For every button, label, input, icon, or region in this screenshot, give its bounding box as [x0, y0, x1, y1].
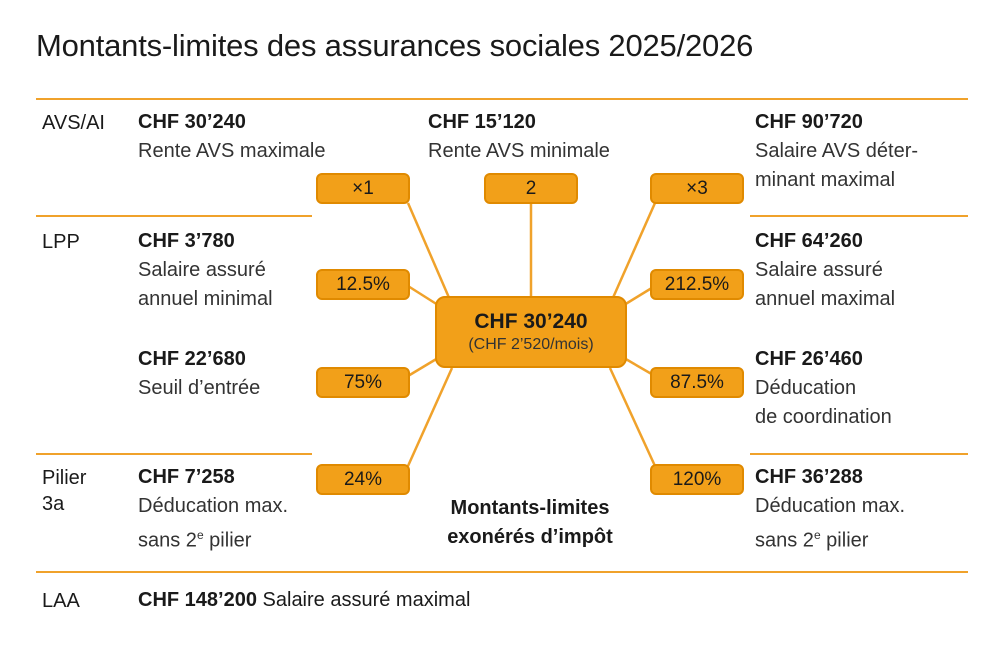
entry-avs-salaire: CHF 90’720 Salaire AVS déter- minant max…	[755, 108, 918, 195]
factor-box-p3a-left: 24%	[316, 464, 410, 495]
connector-avs-sal	[610, 202, 657, 301]
category-pilier-line1: Pilier	[42, 467, 87, 489]
connector-lpp-max	[623, 284, 656, 307]
factor-box-avs-sal: ×3	[650, 173, 744, 204]
description-line1: Déducation max.	[138, 495, 289, 517]
factor-box-p3a-right: 120%	[650, 464, 744, 495]
entry-seuil: CHF 22’680 Seuil d’entrée	[138, 345, 260, 403]
description-line2: sans 2e pilier	[755, 528, 869, 552]
central-monthly: (CHF 2’520/mois)	[468, 336, 594, 353]
connector-seuil	[407, 356, 439, 378]
description-line1: Salaire assuré	[755, 259, 883, 281]
rule-laa	[36, 571, 968, 573]
factor-box-coord: 87.5%	[650, 367, 744, 398]
amount: CHF 90’720	[755, 111, 863, 133]
legend-line1: Montants-limites	[450, 497, 610, 519]
page-title: Montants-limites des assurances sociales…	[36, 28, 754, 63]
factor-box-avs-min: 2	[484, 173, 578, 204]
entry-lpp-max: CHF 64’260 Salaire assuré annuel maximal	[755, 227, 895, 314]
category-lpp: LPP	[42, 231, 80, 253]
connector-avs-max	[406, 202, 452, 301]
legend-tax-exempt: Montants-limites exonérés d’impôt	[400, 494, 660, 552]
connector-p3a-left	[406, 367, 454, 467]
factor-box-seuil: 75%	[316, 367, 410, 398]
amount: CHF 15’120	[428, 111, 536, 133]
amount: CHF 26’460	[755, 348, 863, 370]
rule-lpp-right	[750, 215, 968, 217]
rule-pilier-right	[750, 453, 968, 455]
entry-avs-max: CHF 30’240 Rente AVS maximale	[138, 108, 326, 166]
description: Rente AVS maximale	[138, 140, 326, 162]
description-line2: annuel maximal	[755, 288, 896, 310]
category-pilier-line2: 3a	[42, 493, 65, 515]
amount: CHF 64’260	[755, 230, 863, 252]
central-amount: CHF 30’240	[474, 310, 588, 333]
rule-pilier-left	[36, 453, 312, 455]
description-line1: Déducation max.	[755, 495, 906, 517]
central-reference-box: CHF 30’240 (CHF 2’520/mois)	[435, 296, 627, 368]
description-line2: de coordination	[755, 406, 892, 428]
legend-line2: exonérés d’impôt	[447, 526, 613, 548]
description-line2: sans 2e pilier	[138, 528, 252, 552]
description-line1: Salaire assuré	[138, 259, 266, 281]
entry-avs-min: CHF 15’120 Rente AVS minimale	[428, 108, 610, 166]
amount: CHF 3’780	[138, 230, 235, 252]
category-laa: LAA	[42, 590, 80, 612]
entry-p3a-max: CHF 36’288 Déducation max. sans 2e pilie…	[755, 463, 905, 556]
connector-lpp-min	[407, 284, 439, 307]
description-line1: Salaire AVS déter-	[755, 140, 919, 162]
connector-coord	[623, 356, 656, 378]
category-avs: AVS/AI	[42, 112, 105, 134]
amount: CHF 22’680	[138, 348, 246, 370]
entry-laa: CHF 148’200 Salaire assuré maximal	[138, 586, 470, 615]
entry-lpp-min: CHF 3’780 Salaire assuré annuel minimal	[138, 227, 273, 314]
description-line2: annuel minimal	[138, 288, 273, 310]
rule-top	[36, 98, 968, 100]
description: Salaire assuré maximal	[262, 589, 471, 611]
amount: CHF 148’200	[138, 589, 257, 611]
entry-p3a-sans: CHF 7’258 Déducation max. sans 2e pilier	[138, 463, 288, 556]
amount: CHF 7’258	[138, 466, 235, 488]
factor-box-lpp-min: 12.5%	[316, 269, 410, 300]
rule-lpp-left	[36, 215, 312, 217]
amount: CHF 36’288	[755, 466, 863, 488]
entry-coord: CHF 26’460 Déducation de coordination	[755, 345, 892, 432]
description: Rente AVS minimale	[428, 140, 610, 162]
description-line2: minant maximal	[755, 169, 896, 191]
description: Seuil d’entrée	[138, 377, 261, 399]
factor-box-avs-max: ×1	[316, 173, 410, 204]
factor-box-lpp-max: 212.5%	[650, 269, 744, 300]
amount: CHF 30’240	[138, 111, 246, 133]
description-line1: Déducation	[755, 377, 857, 399]
connector-p3a-right	[608, 367, 657, 467]
category-pilier: Pilier 3a	[42, 465, 86, 517]
